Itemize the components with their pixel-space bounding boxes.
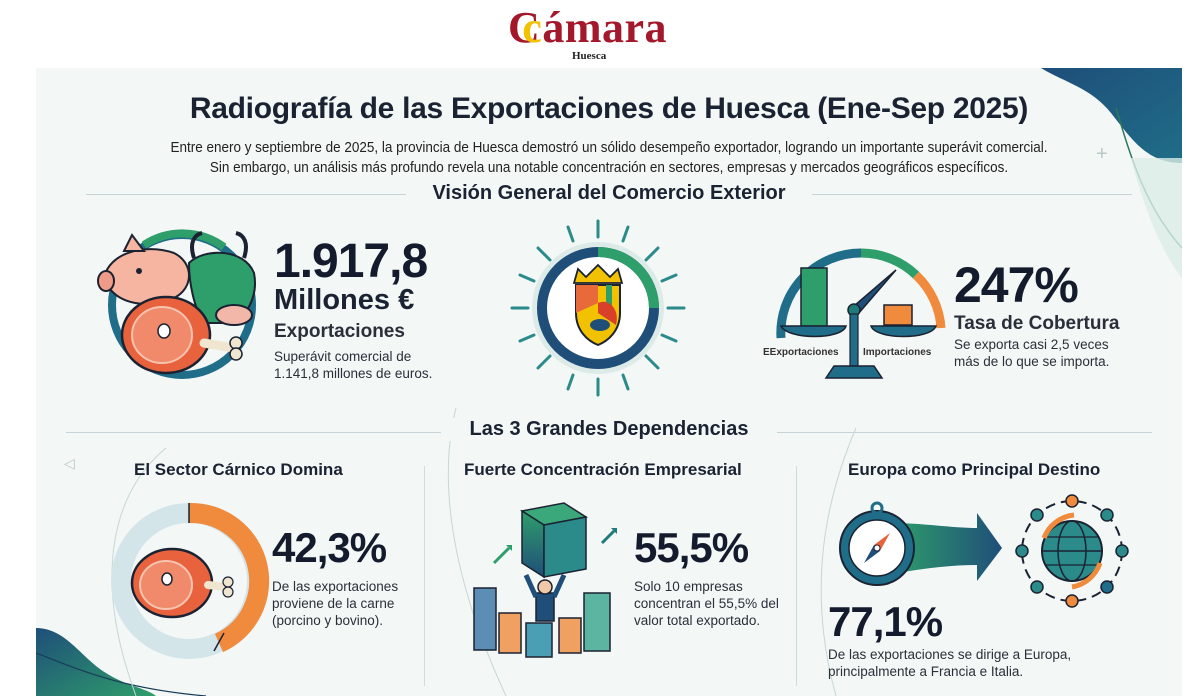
scale-right-label: Importaciones bbox=[863, 347, 932, 358]
dependency-2-desc-line-2: concentran el 55,5% del bbox=[634, 596, 779, 611]
infographic-panel: + ◁ Radiografía de las Exportaciones de … bbox=[36, 68, 1182, 696]
dependency-3-title: Europa como Principal Destino bbox=[848, 460, 1101, 479]
intro-line-1: Entre enero y septiembre de 2025, la pro… bbox=[170, 140, 1048, 156]
dependency-2-title: Fuerte Concentración Empresarial bbox=[464, 460, 742, 479]
huesca-coat-of-arms-icon bbox=[510, 219, 686, 397]
column-separator-1 bbox=[424, 466, 425, 686]
buildings-person-lifting-box-icon bbox=[473, 502, 617, 658]
dependency-2-desc-line-1: Solo 10 empresas bbox=[634, 579, 743, 594]
intro-paragraph: Entre enero y septiembre de 2025, la pro… bbox=[151, 138, 1068, 178]
scale-left-label: EExportaciones bbox=[763, 347, 839, 358]
dependency-1-value: 42,3% bbox=[272, 524, 387, 571]
dependency-3-value: 77,1% bbox=[828, 598, 943, 645]
livestock-meat-icon bbox=[97, 229, 256, 379]
dependency-2-value: 55,5% bbox=[634, 524, 749, 571]
dependency-1-desc: De las exportaciones proviene de la carn… bbox=[272, 578, 398, 629]
exports-note: Superávit comercial de 1.141,8 millones … bbox=[274, 348, 432, 382]
logo-brand-rest: cámara bbox=[522, 3, 667, 52]
balance-scale-gauge-icon bbox=[776, 248, 946, 379]
coverage-note-line-2: más de lo que se importa. bbox=[954, 354, 1110, 369]
svg-text:◁: ◁ bbox=[64, 455, 75, 471]
exports-unit: Millones € bbox=[274, 284, 415, 316]
intro-line-2: Sin embargo, un análisis más profundo re… bbox=[209, 160, 1009, 176]
exports-label: Exportaciones bbox=[274, 321, 405, 342]
compass-globe-network-icon bbox=[839, 494, 1129, 608]
dependency-1-desc-line-3: (porcino y bovino). bbox=[272, 613, 384, 628]
dependency-1-desc-line-2: proviene de la carne bbox=[272, 596, 395, 611]
page-title: Radiografía de las Exportaciones de Hues… bbox=[189, 92, 1029, 125]
coverage-note-line-1: Se exporta casi 2,5 veces bbox=[954, 337, 1109, 352]
overview-heading: Visión General del Comercio Exterior bbox=[406, 182, 812, 205]
dependency-1-title: El Sector Cárnico Domina bbox=[134, 460, 343, 479]
camara-huesca-logo: Ccámara Huesca bbox=[0, 0, 1200, 66]
logo-subtitle: Huesca bbox=[572, 50, 607, 62]
coverage-value: 247% bbox=[954, 257, 1079, 313]
coverage-label: Tasa de Cobertura bbox=[954, 313, 1120, 334]
svg-text:+: + bbox=[1096, 143, 1108, 165]
exports-note-line-1: Superávit comercial de bbox=[274, 349, 412, 364]
dependency-3-desc-line-2: principalmente a Francia e Italia. bbox=[828, 664, 1024, 679]
coverage-note: Se exporta casi 2,5 veces más de lo que … bbox=[954, 336, 1109, 370]
dependencies-heading: Las 3 Grandes Dependencias bbox=[441, 418, 777, 441]
dependency-1-desc-line-1: De las exportaciones bbox=[272, 579, 399, 594]
column-separator-2 bbox=[796, 466, 797, 686]
exports-note-line-2: 1.141,8 millones de euros. bbox=[274, 366, 433, 381]
dependency-2-desc: Solo 10 empresas concentran el 55,5% del… bbox=[634, 578, 779, 629]
logo-wordmark: Ccámara bbox=[508, 6, 667, 50]
dependency-3-desc-line-1: De las exportaciones se dirige a Europa, bbox=[828, 647, 1072, 662]
logo-brand-text: ámara bbox=[542, 3, 667, 52]
ham-donut-icon bbox=[111, 502, 270, 659]
dependency-3-desc: De las exportaciones se dirige a Europa,… bbox=[828, 646, 1071, 680]
dependency-2-desc-line-3: valor total exportado. bbox=[634, 613, 761, 628]
background-decoration-icon: + ◁ bbox=[36, 68, 1182, 696]
logo-initial-c: C bbox=[508, 3, 541, 52]
exports-value: 1.917,8 bbox=[274, 235, 428, 288]
